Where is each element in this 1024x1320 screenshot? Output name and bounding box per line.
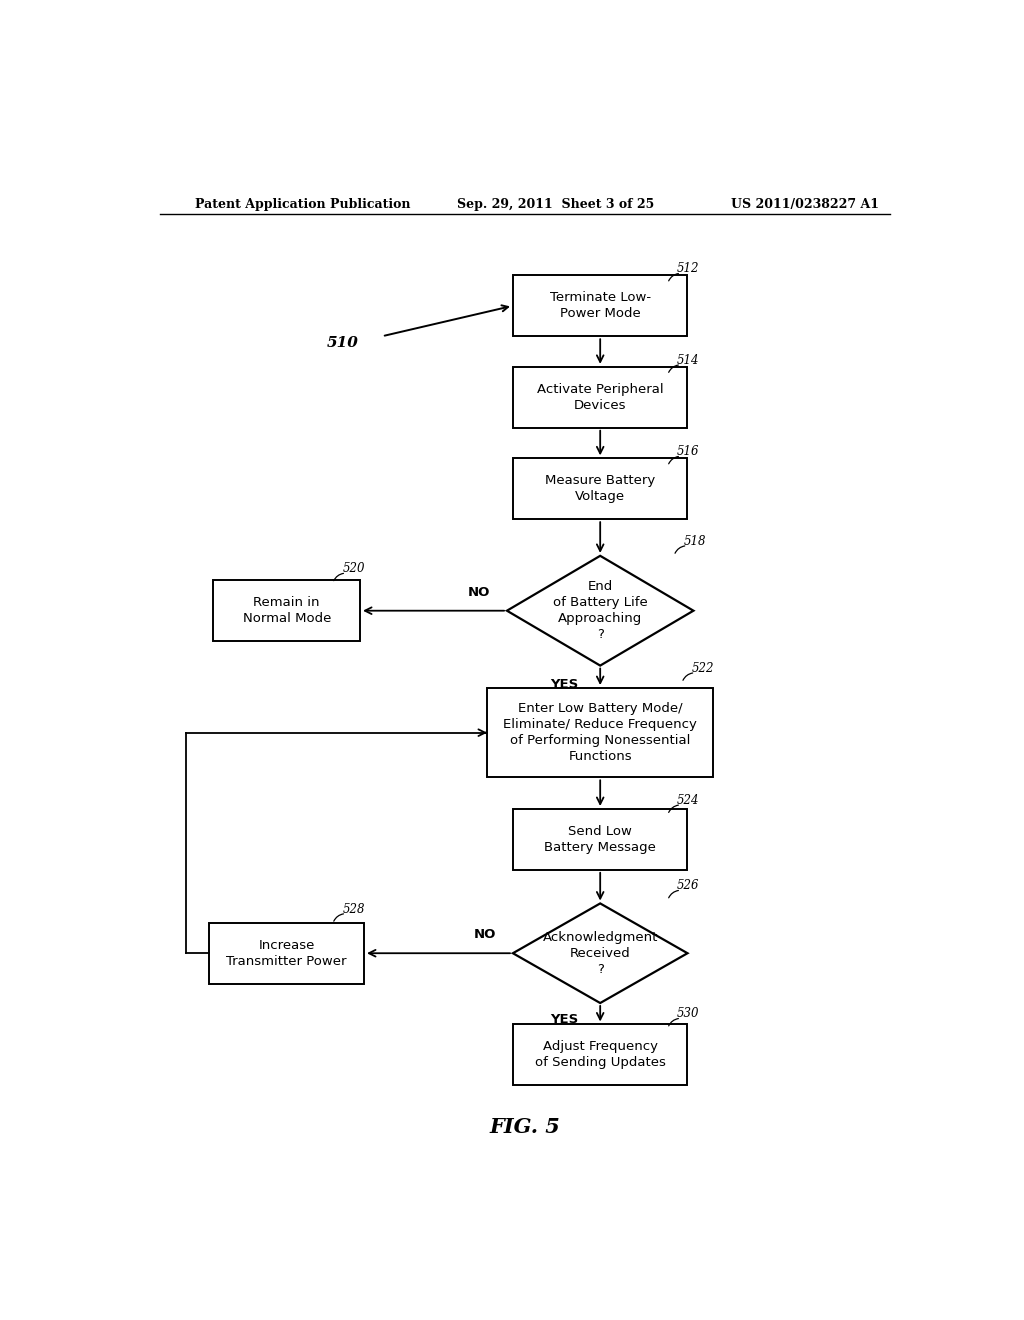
Text: US 2011/0238227 A1: US 2011/0238227 A1 — [731, 198, 880, 211]
Polygon shape — [513, 903, 687, 1003]
FancyBboxPatch shape — [213, 581, 360, 642]
Text: 522: 522 — [691, 661, 714, 675]
Text: 516: 516 — [677, 445, 699, 458]
FancyBboxPatch shape — [513, 458, 687, 519]
FancyBboxPatch shape — [513, 276, 687, 337]
Text: Adjust Frequency
of Sending Updates: Adjust Frequency of Sending Updates — [535, 1040, 666, 1069]
Text: NO: NO — [468, 586, 490, 598]
FancyBboxPatch shape — [513, 809, 687, 870]
Text: Increase
Transmitter Power: Increase Transmitter Power — [226, 939, 347, 968]
Text: Sep. 29, 2011  Sheet 3 of 25: Sep. 29, 2011 Sheet 3 of 25 — [458, 198, 654, 211]
Text: 530: 530 — [677, 1007, 699, 1020]
FancyBboxPatch shape — [209, 923, 365, 983]
Text: 510: 510 — [327, 337, 358, 350]
Text: Enter Low Battery Mode/
Eliminate/ Reduce Frequency
of Performing Nonessential
F: Enter Low Battery Mode/ Eliminate/ Reduc… — [503, 702, 697, 763]
Text: FIG. 5: FIG. 5 — [489, 1117, 560, 1137]
Text: 518: 518 — [684, 535, 706, 548]
Text: 524: 524 — [677, 793, 699, 807]
Text: 514: 514 — [677, 354, 699, 367]
Text: 520: 520 — [342, 562, 365, 576]
Text: Patent Application Publication: Patent Application Publication — [196, 198, 411, 211]
Text: 512: 512 — [677, 263, 699, 276]
Polygon shape — [507, 556, 693, 665]
Text: YES: YES — [550, 1014, 579, 1026]
FancyBboxPatch shape — [487, 688, 714, 777]
Text: NO: NO — [474, 928, 497, 941]
Text: 528: 528 — [342, 903, 365, 916]
Text: Send Low
Battery Message: Send Low Battery Message — [544, 825, 656, 854]
Text: Acknowledgment
Received
?: Acknowledgment Received ? — [543, 931, 657, 975]
Text: Terminate Low-
Power Mode: Terminate Low- Power Mode — [550, 292, 651, 321]
Text: 526: 526 — [677, 879, 699, 892]
Text: Measure Battery
Voltage: Measure Battery Voltage — [545, 474, 655, 503]
Text: Activate Peripheral
Devices: Activate Peripheral Devices — [537, 383, 664, 412]
FancyBboxPatch shape — [513, 367, 687, 428]
FancyBboxPatch shape — [513, 1024, 687, 1085]
Text: Remain in
Normal Mode: Remain in Normal Mode — [243, 597, 331, 626]
Text: YES: YES — [550, 677, 579, 690]
Text: End
of Battery Life
Approaching
?: End of Battery Life Approaching ? — [553, 581, 647, 642]
